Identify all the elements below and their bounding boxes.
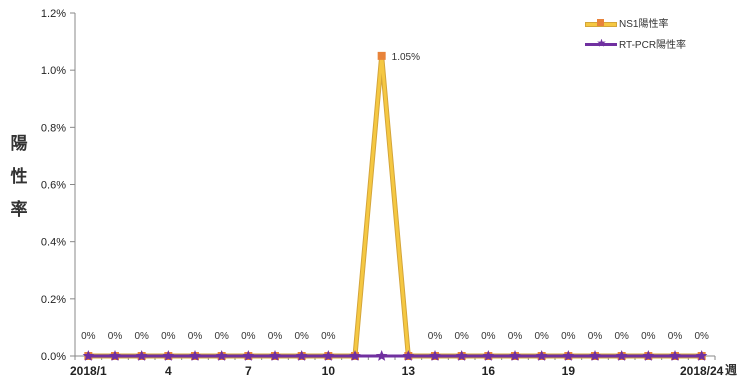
data-label-rtpcr: 0% — [641, 331, 656, 342]
data-label-rtpcr: 0% — [108, 331, 123, 342]
y-tick-label: 0.2% — [41, 294, 66, 306]
legend-item-rtpcr: RT-PCR陽性率 — [585, 33, 686, 54]
x-tick-label: 19 — [562, 364, 576, 378]
series-point-rtpcr — [615, 350, 628, 361]
y-tick-label: 0.8% — [41, 122, 66, 134]
y-tick-label: 0.4% — [41, 237, 66, 249]
legend-label-ns1: NS1陽性率 — [619, 19, 669, 30]
x-axis-unit-label: 週 — [725, 363, 738, 377]
series-point-rtpcr — [242, 350, 255, 361]
legend-item-ns1: NS1陽性率 — [585, 12, 686, 33]
data-label-rtpcr: 0% — [268, 331, 283, 342]
series-point-rtpcr — [162, 350, 175, 361]
y-axis-label-char: 陽 — [10, 134, 28, 154]
series-line-ns1-inner — [88, 55, 702, 358]
y-axis-label-char: 率 — [10, 200, 28, 220]
y-tick-label: 1.0% — [41, 65, 66, 77]
series-point-rtpcr — [429, 350, 441, 361]
series-point-rtpcr — [295, 350, 308, 361]
x-tick-label: 16 — [482, 364, 496, 378]
series-point-rtpcr — [349, 350, 361, 361]
data-label-rtpcr: 0% — [481, 331, 496, 342]
series-point-ns1 — [377, 51, 386, 60]
series-point-rtpcr — [535, 350, 548, 361]
series-point-rtpcr — [269, 350, 281, 361]
x-tick-label: 13 — [402, 364, 416, 378]
y-axis-label-char: 性 — [10, 167, 28, 187]
data-label-rtpcr: 0% — [668, 331, 683, 342]
data-label-rtpcr: 0% — [321, 331, 336, 342]
series-point-rtpcr — [322, 350, 335, 361]
x-tick-label: 2018/24 — [680, 364, 724, 378]
series-point-rtpcr — [642, 350, 655, 361]
square-marker-icon — [597, 18, 604, 26]
series-point-rtpcr — [669, 350, 681, 361]
data-label-rtpcr: 0% — [428, 331, 443, 342]
data-label-rtpcr: 0% — [694, 331, 709, 342]
data-label-rtpcr: 0% — [214, 331, 229, 342]
series-point-rtpcr — [562, 350, 575, 361]
star-marker-icon — [597, 38, 606, 47]
y-axis-label: 陽 性 率 — [8, 128, 30, 227]
series-point-rtpcr — [215, 350, 228, 361]
x-tick-label: 2018/1 — [70, 364, 107, 378]
y-tick-label: 1.2% — [41, 8, 66, 20]
legend-swatch-rtpcr — [585, 38, 617, 50]
series-point-rtpcr — [109, 350, 121, 361]
y-tick-label: 0.6% — [41, 180, 66, 192]
series-point-rtpcr — [82, 350, 95, 361]
series-point-rtpcr — [402, 350, 415, 361]
data-label-rtpcr: 0% — [134, 331, 149, 342]
series-point-rtpcr — [189, 350, 201, 361]
series-point-rtpcr — [375, 350, 388, 361]
series-point-rtpcr — [135, 350, 148, 361]
data-label-rtpcr: 0% — [588, 331, 603, 342]
data-label-rtpcr: 0% — [534, 331, 549, 342]
series-point-rtpcr — [695, 350, 708, 361]
data-label-rtpcr: 0% — [241, 331, 256, 342]
series-point-rtpcr — [589, 350, 601, 361]
series-point-rtpcr — [509, 350, 521, 361]
data-label-rtpcr: 0% — [454, 331, 469, 342]
data-label-rtpcr: 0% — [508, 331, 523, 342]
series-point-rtpcr — [455, 350, 468, 361]
data-label-rtpcr: 0% — [188, 331, 203, 342]
data-label-ns1: 1.05% — [392, 52, 420, 63]
data-label-rtpcr: 0% — [561, 331, 576, 342]
series-point-rtpcr — [482, 350, 495, 361]
data-label-rtpcr: 0% — [614, 331, 629, 342]
y-tick-label: 0.0% — [41, 351, 66, 363]
data-label-rtpcr: 0% — [81, 331, 96, 342]
legend-label-rtpcr: RT-PCR陽性率 — [619, 40, 687, 51]
x-tick-label: 10 — [322, 364, 336, 378]
data-label-rtpcr: 0% — [294, 331, 309, 342]
legend-swatch-ns1 — [585, 17, 617, 29]
legend: NS1陽性率 RT-PCR陽性率 — [585, 12, 686, 54]
data-label-rtpcr: 0% — [161, 331, 176, 342]
x-tick-label: 4 — [165, 364, 172, 378]
x-tick-label: 7 — [245, 364, 252, 378]
